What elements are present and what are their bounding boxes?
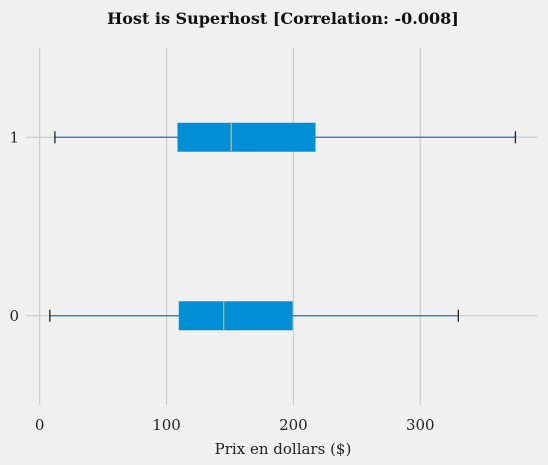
x-axis-label: Prix en dollars ($) bbox=[215, 440, 352, 458]
y-tick-labels: 01 bbox=[9, 128, 19, 325]
y-tick-label: 0 bbox=[9, 307, 19, 325]
boxplot-series bbox=[50, 123, 516, 330]
x-tick-label: 0 bbox=[35, 416, 45, 434]
x-tick-label: 200 bbox=[279, 416, 308, 434]
iqr-box bbox=[179, 302, 292, 330]
x-tick-label: 100 bbox=[152, 416, 181, 434]
iqr-box bbox=[178, 123, 315, 151]
box-0 bbox=[50, 302, 459, 330]
chart-title: Host is Superhost [Correlation: -0.008] bbox=[107, 9, 459, 28]
box-1 bbox=[55, 123, 516, 151]
x-tick-labels: 0 100 200 300 bbox=[35, 416, 435, 434]
grid-lines bbox=[27, 48, 537, 405]
x-tick-label: 300 bbox=[406, 416, 435, 434]
y-tick-label: 1 bbox=[9, 128, 19, 146]
